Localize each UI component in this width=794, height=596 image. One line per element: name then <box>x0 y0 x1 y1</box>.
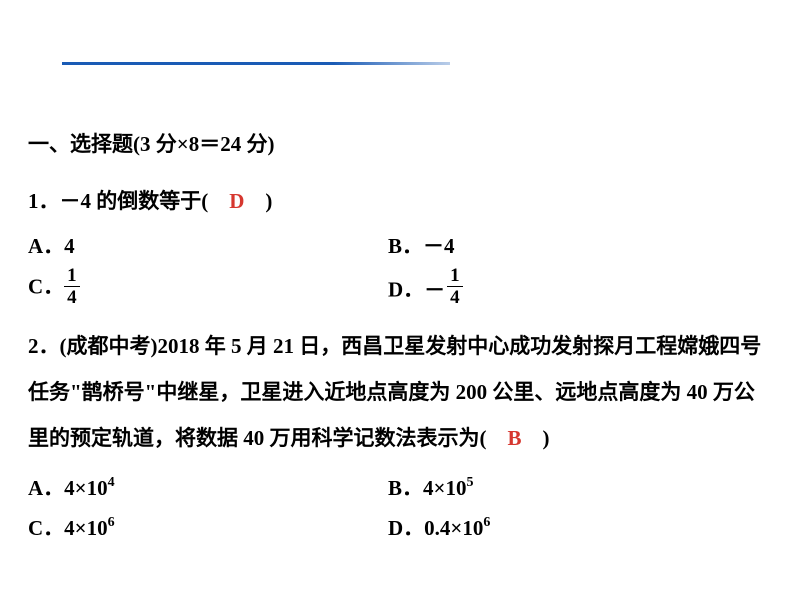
q1-options-row2: C．14 D．－14 <box>28 268 766 309</box>
q2-stem: 2．(成都中考)2018 年 5 月 21 日，西昌卫星发射中心成功发射探月工程… <box>28 323 766 462</box>
q1-optC-den: 4 <box>64 287 80 307</box>
q1-stem: 1．－4 的倒数等于( D ) <box>28 180 766 222</box>
q1-options-row1: A．4 B．－4 <box>28 230 766 260</box>
q2-optA-label: A． <box>28 476 64 500</box>
q1-option-c: C．14 <box>28 268 388 309</box>
q1-option-b: B．－4 <box>388 230 455 260</box>
q2-optC-exp: 6 <box>108 515 115 530</box>
content-area: 一、选择题(3 分×8＝24 分) 1．－4 的倒数等于( D ) A．4 B．… <box>28 128 766 550</box>
q1-optA-val: 4 <box>64 234 75 258</box>
q1-optD-neg: － <box>424 274 445 304</box>
q1-optC-frac: 14 <box>64 266 80 307</box>
q1-optD-negfrac: －14 <box>424 268 463 309</box>
section-header: 一、选择题(3 分×8＝24 分) <box>28 128 766 158</box>
q1-optB-label: B． <box>388 234 423 258</box>
q2-options-row1: A．4×104 B．4×105 <box>28 472 766 502</box>
q1-stem-pre: 1．－4 的倒数等于( <box>28 189 229 213</box>
q1-option-d: D．－14 <box>388 268 463 309</box>
q2-options-row2: C．4×106 D．0.4×106 <box>28 512 766 542</box>
q2-answer: B <box>508 426 522 450</box>
q2-option-d: D．0.4×106 <box>388 512 490 542</box>
q1-optC-label: C． <box>28 274 64 298</box>
q2-stem-post: ) <box>522 426 550 450</box>
decorative-line <box>62 62 450 65</box>
q2-stem-pre: 2．(成都中考)2018 年 5 月 21 日，西昌卫星发射中心成功发射探月工程… <box>28 334 761 450</box>
q1-optA-label: A． <box>28 234 64 258</box>
q1-optD-frac: 14 <box>447 266 463 307</box>
q2-optD-label: D． <box>388 516 424 540</box>
q2-option-c: C．4×106 <box>28 512 388 542</box>
q1-optB-val: －4 <box>423 234 455 258</box>
q2-optC-base: 4×10 <box>64 516 107 540</box>
q2-optB-label: B． <box>388 476 423 500</box>
q2-option-b: B．4×105 <box>388 472 473 502</box>
q2-optA-base: 4×10 <box>64 476 107 500</box>
q2-optB-base: 4×10 <box>423 476 466 500</box>
q2-optD-base: 0.4×10 <box>424 516 483 540</box>
q1-optD-den: 4 <box>447 287 463 307</box>
q1-optC-num: 1 <box>64 266 80 287</box>
q2-optC-label: C． <box>28 516 64 540</box>
q1-option-a: A．4 <box>28 230 388 260</box>
q2-option-a: A．4×104 <box>28 472 388 502</box>
q2-optB-exp: 5 <box>466 475 473 490</box>
q1-stem-post: ) <box>244 189 272 213</box>
q2-optD-exp: 6 <box>483 515 490 530</box>
q2-optA-exp: 4 <box>108 475 115 490</box>
q1-answer: D <box>229 189 244 213</box>
q1-optD-label: D． <box>388 278 424 302</box>
q1-optD-num: 1 <box>447 266 463 287</box>
